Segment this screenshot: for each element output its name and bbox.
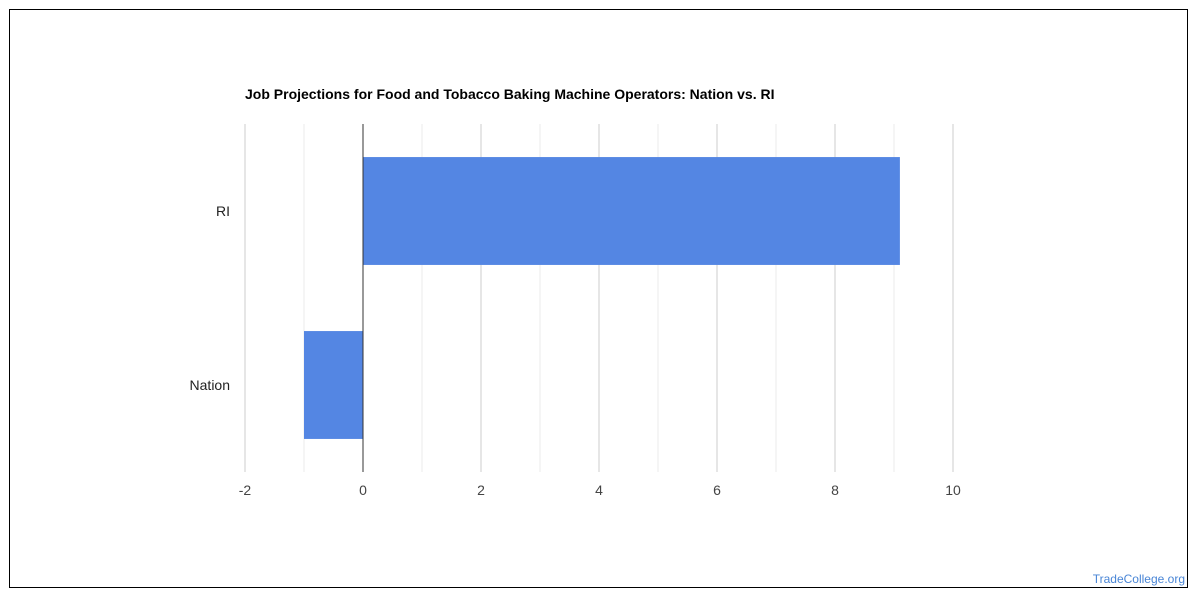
chart-title: Job Projections for Food and Tobacco Bak… <box>245 86 775 102</box>
x-tick-label: 0 <box>359 482 367 498</box>
category-labels: RI Nation <box>190 203 230 393</box>
x-tick-label: -2 <box>239 482 252 498</box>
x-tick-label: 8 <box>831 482 839 498</box>
category-label: Nation <box>190 377 230 393</box>
x-tick-label: 6 <box>713 482 721 498</box>
watermark: TradeCollege.org <box>1092 572 1185 586</box>
x-tick-label: 10 <box>945 482 961 498</box>
bar-ri <box>363 157 900 265</box>
x-tick-label: 2 <box>477 482 485 498</box>
bar-nation <box>304 331 363 439</box>
category-label: RI <box>216 203 230 219</box>
x-tick-label: 4 <box>595 482 603 498</box>
bars <box>304 157 900 439</box>
x-tick-labels: -2 0 2 4 6 8 10 <box>239 482 961 498</box>
